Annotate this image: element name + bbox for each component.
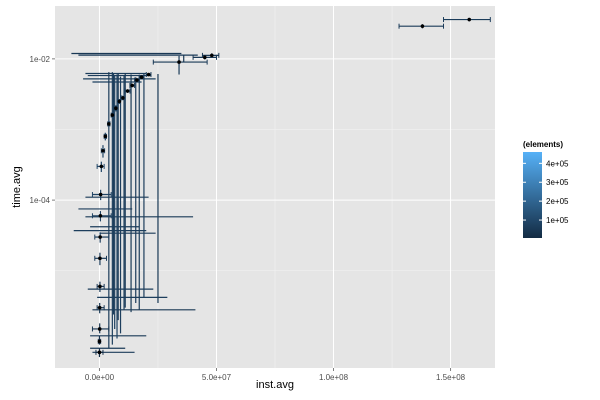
data-point bbox=[130, 83, 135, 88]
data-point bbox=[117, 99, 122, 104]
data-point bbox=[98, 213, 103, 218]
legend: (elements) 1e+05 2e+05 3e+05 4e+05 bbox=[523, 140, 569, 238]
data-point bbox=[135, 78, 139, 82]
data-point bbox=[98, 284, 102, 289]
legend-ticks: 1e+05 2e+05 3e+05 4e+05 bbox=[523, 159, 569, 225]
x-axis: 0.0e+00 5.0e+07 1.0e+08 1.5e+08 bbox=[85, 368, 466, 382]
data-point bbox=[98, 235, 102, 239]
minor-gridlines bbox=[55, 6, 495, 368]
x-axis-title: inst.avg bbox=[256, 379, 294, 391]
y-tick-label: 1e-02 bbox=[30, 55, 51, 64]
data-point bbox=[110, 113, 115, 117]
data-point bbox=[97, 305, 102, 310]
legend-tick-label: 4e+05 bbox=[546, 159, 569, 168]
data-point bbox=[97, 339, 102, 344]
y-axis-title: time.avg bbox=[11, 166, 23, 208]
data-point bbox=[103, 134, 108, 139]
x-tick-label: 0.0e+00 bbox=[85, 373, 115, 382]
data-point bbox=[125, 89, 130, 93]
data-point bbox=[146, 72, 151, 77]
data-point bbox=[114, 106, 118, 111]
x-tick-label: 1.0e+08 bbox=[319, 373, 349, 382]
legend-colorbar bbox=[523, 152, 542, 238]
legend-tick-label: 2e+05 bbox=[546, 197, 569, 206]
legend-tick-label: 3e+05 bbox=[546, 178, 569, 187]
y-tick-label: 1e-04 bbox=[30, 196, 51, 205]
legend-title: (elements) bbox=[523, 140, 563, 149]
x-tick-label: 5.0e+07 bbox=[202, 373, 232, 382]
legend-tick-label: 1e+05 bbox=[546, 216, 569, 225]
data-point bbox=[202, 55, 207, 60]
x-tick-label: 1.5e+08 bbox=[436, 373, 466, 382]
data-point bbox=[467, 17, 472, 22]
y-axis: 1e-04 1e-02 bbox=[30, 55, 55, 205]
data-point bbox=[99, 164, 104, 169]
data-point bbox=[210, 53, 214, 58]
data-point bbox=[107, 122, 111, 126]
data-point bbox=[420, 24, 425, 28]
data-point bbox=[97, 350, 102, 355]
data-point bbox=[139, 75, 144, 79]
data-point bbox=[101, 148, 105, 153]
data-point bbox=[98, 192, 103, 197]
data-point bbox=[177, 60, 181, 64]
major-gridlines bbox=[55, 6, 495, 368]
data-points bbox=[97, 17, 472, 355]
data-point bbox=[121, 96, 125, 100]
data-point bbox=[97, 327, 102, 331]
data-point bbox=[98, 256, 102, 261]
